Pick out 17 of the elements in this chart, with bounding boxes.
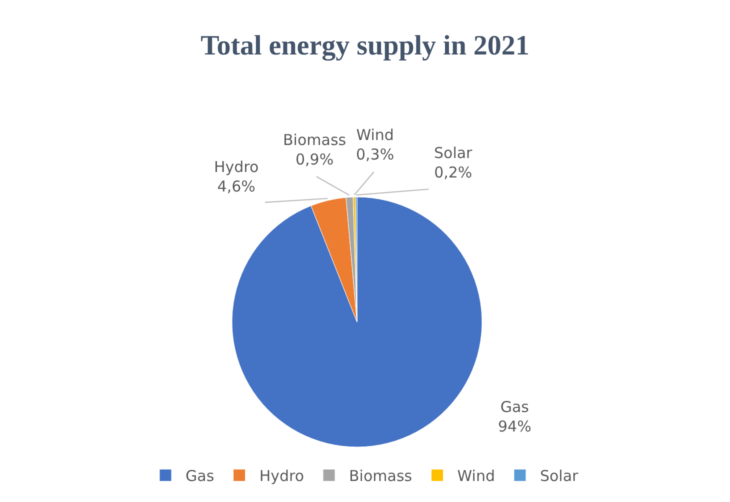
data-label: 0,3% — [356, 146, 394, 164]
slice-label: Gas — [500, 398, 530, 416]
data-label: 94% — [498, 418, 532, 436]
legend-label: Wind — [457, 467, 495, 486]
data-label: 4,6% — [217, 178, 256, 196]
legend-label: Gas — [186, 467, 214, 486]
chart-title: Total energy supply in 2021 — [200, 30, 530, 62]
slice-label: Solar — [434, 144, 474, 162]
slice-label: Wind — [356, 126, 394, 144]
data-label: 0,9% — [295, 150, 334, 168]
legend-label: Hydro — [259, 467, 304, 486]
legend-label: Biomass — [349, 467, 412, 486]
slice-label: Biomass — [283, 131, 346, 149]
data-label: 0,2% — [434, 164, 472, 182]
legend-label: Solar — [540, 467, 580, 486]
slice-label: Hydro — [214, 158, 259, 176]
pie-slice — [232, 196, 482, 448]
